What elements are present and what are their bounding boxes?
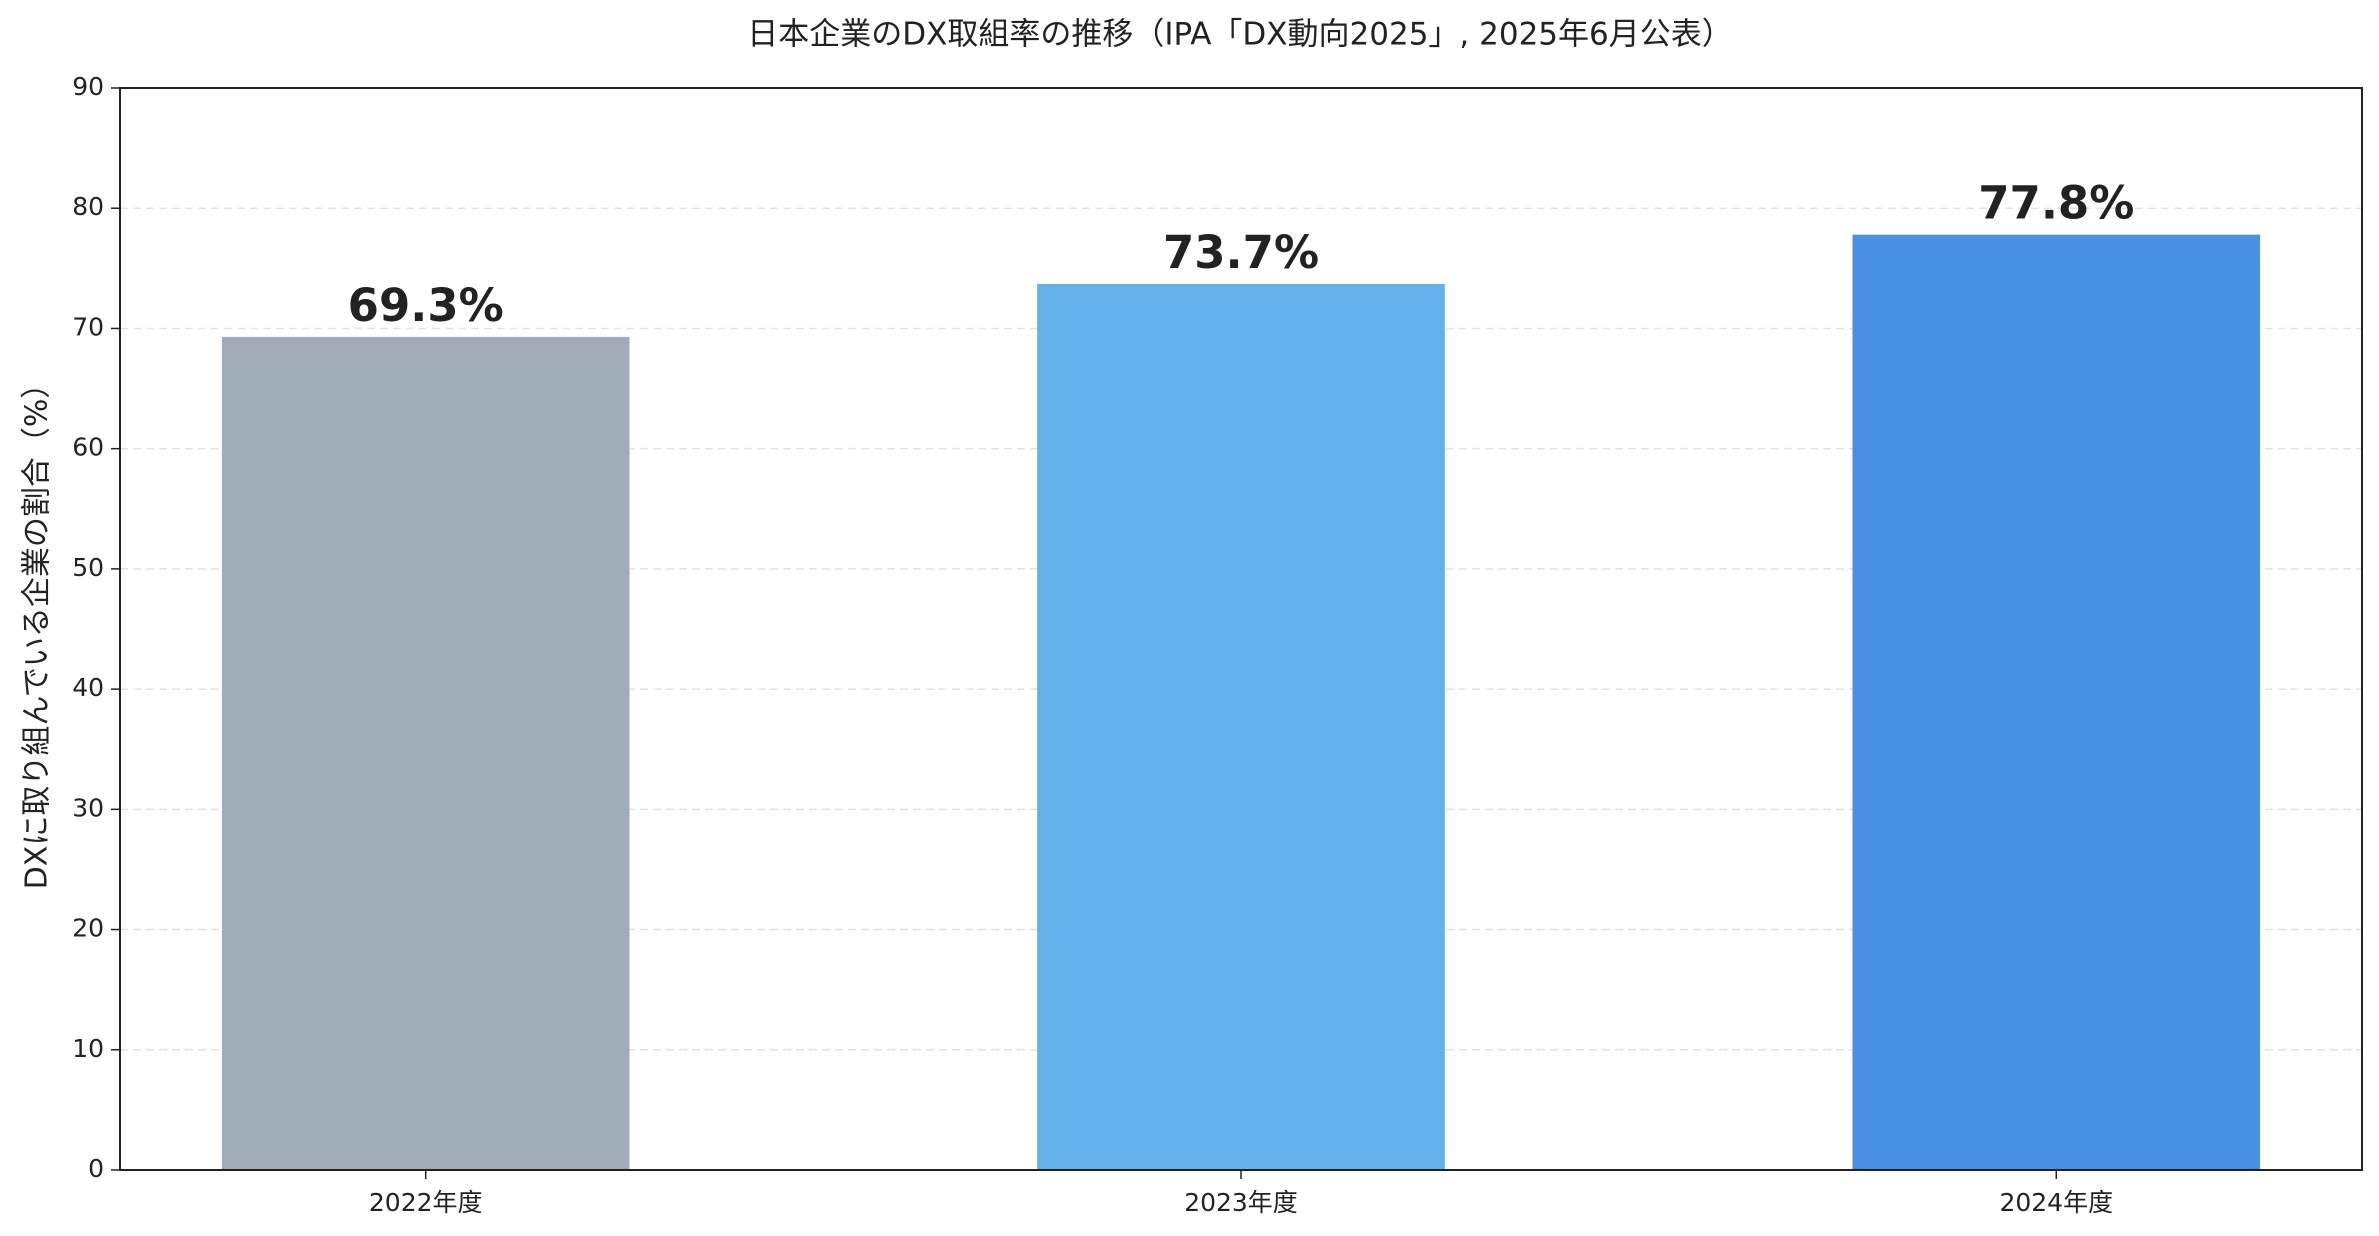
y-tick-label: 30: [72, 793, 104, 822]
value-label: 73.7%: [1163, 226, 1319, 279]
plot-frame: [119, 87, 2363, 1171]
y-axis-label: DXに取り組んでいる企業の割合（%）: [20, 369, 55, 890]
value-label: 77.8%: [1978, 177, 2134, 230]
y-tick-label: 0: [88, 1154, 104, 1183]
x-tick-label: 2022年度: [369, 1188, 483, 1217]
y-tick-label: 80: [72, 192, 104, 221]
y-tick-label: 90: [72, 72, 104, 101]
value-label: 69.3%: [348, 279, 504, 332]
y-tick-label: 70: [72, 312, 104, 341]
bar: [221, 336, 630, 1170]
y-tick-label: 50: [72, 553, 104, 582]
bar: [1037, 283, 1445, 1170]
y-tick-label: 60: [72, 433, 104, 462]
y-tick-label: 10: [72, 1034, 104, 1063]
bar: [1852, 234, 2261, 1170]
y-tick-label: 20: [72, 914, 104, 943]
x-tick-label: 2023年度: [1184, 1188, 1298, 1217]
y-tick-label: 40: [72, 673, 104, 702]
chart-title: 日本企業のDX取組率の推移（IPA「DX動向2025」, 2025年6月公表）: [747, 17, 1733, 53]
x-tick-label: 2024年度: [1999, 1188, 2113, 1217]
